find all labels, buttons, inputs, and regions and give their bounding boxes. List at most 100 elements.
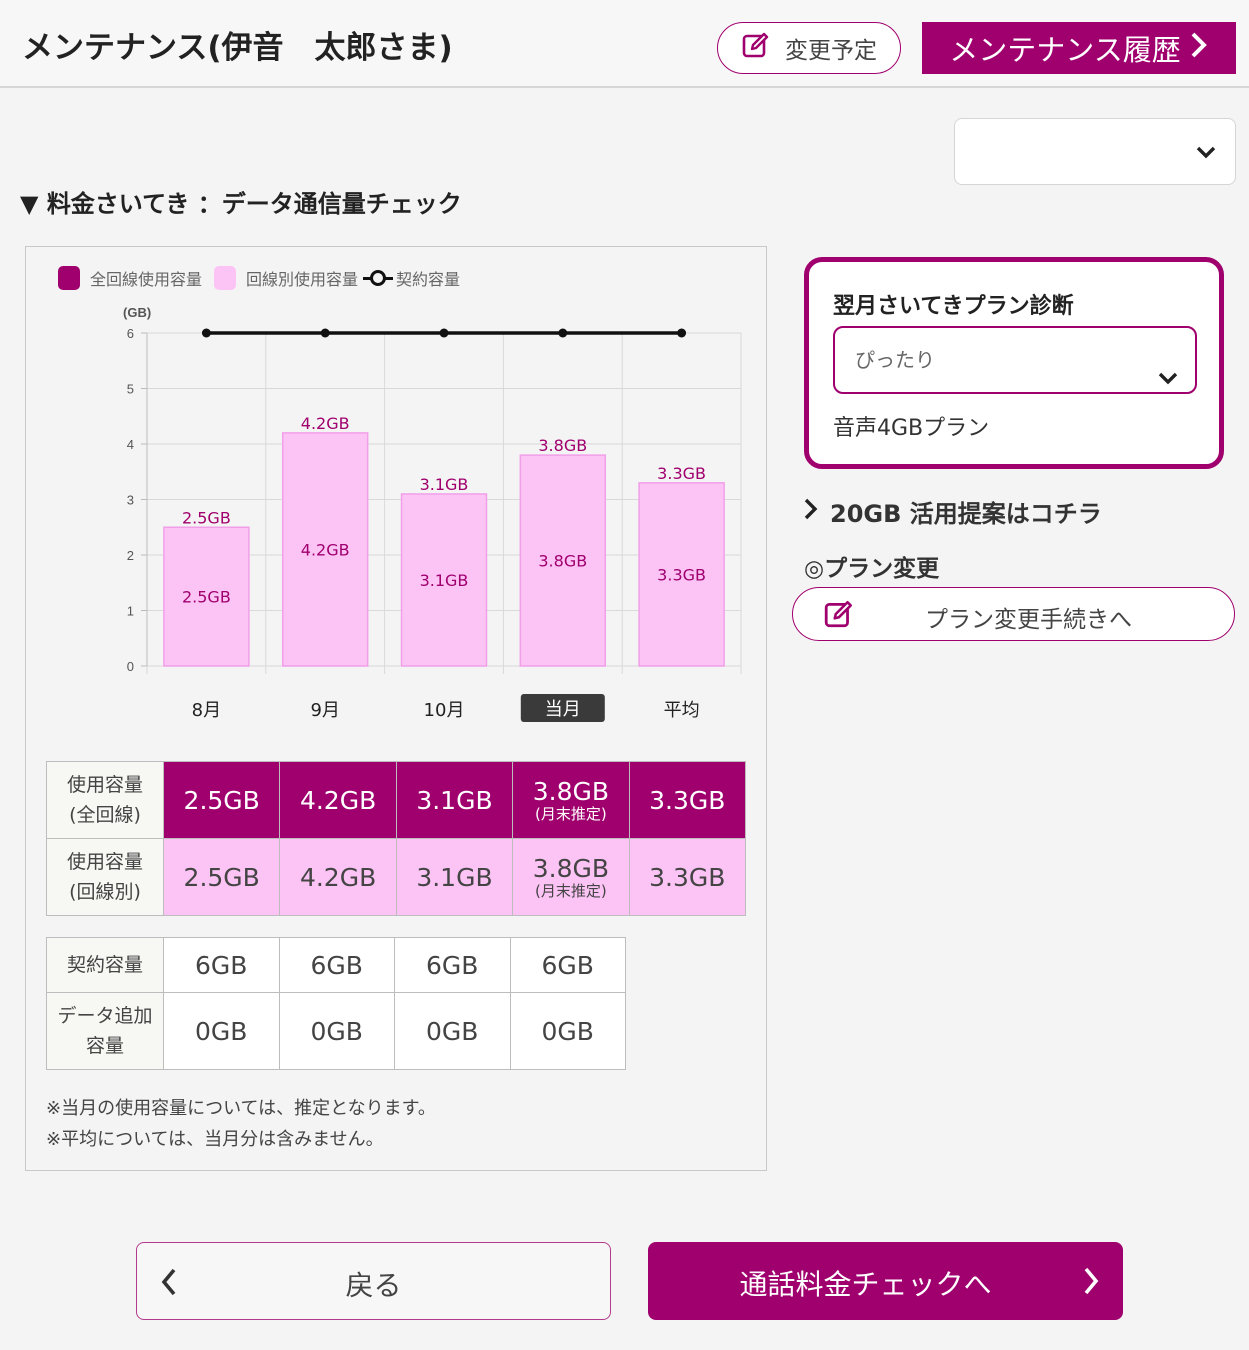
row-head-all-lines: 使用容量 (全回線) (46, 761, 164, 839)
maintenance-history-label: メンテナンス履歴 (949, 33, 1181, 67)
x-category-label: 当月 (545, 699, 581, 720)
row-head-contract: 契約容量 (46, 937, 164, 993)
contract-aug: 6GB (163, 937, 280, 993)
contract-point (439, 328, 449, 338)
row-head-line2: (回線別) (69, 881, 141, 903)
call-charge-check-button[interactable]: 通話料金チェックへ (648, 1242, 1123, 1320)
legend-label-per-line: 回線別使用容量 (246, 270, 359, 289)
usage-all-oct: 3.1GB (395, 761, 514, 839)
legend-swatch-all (58, 266, 80, 290)
suggest-20gb-label: 20GB 活用提案はコチラ (830, 500, 1102, 528)
usage-all-current: 3.8GB (月末推定) (512, 761, 630, 839)
row-head-line1: 使用容量 (66, 851, 143, 873)
row-head-per-line: 使用容量 (回線別) (46, 838, 164, 916)
legend-label-contract: 契約容量 (396, 270, 461, 289)
diagnosis-title: 翌月さいてきプラン診断 (833, 294, 1074, 319)
plan-change-procedure-label: プラン変更手続きへ (925, 607, 1132, 633)
usage-table: 使用容量 (全回線) 2.5GB 4.2GB 3.1GB 3.8GB (月末推定… (46, 761, 747, 916)
addition-aug: 0GB (163, 992, 280, 1070)
bar-inner-label: 3.3GB (657, 565, 706, 584)
edit-icon (823, 598, 855, 636)
diagnosis-select[interactable]: ぴったり (833, 326, 1197, 394)
y-tick-label: 5 (127, 382, 134, 397)
table-row-data-addition: データ追加 容量 0GB 0GB 0GB 0GB (46, 992, 626, 1070)
page-title: メンテナンス(伊音 太郎さま) (22, 30, 453, 66)
diagnosis-select-value: ぴったり (855, 348, 935, 372)
usage-line-current: 3.8GB (月末推定) (512, 838, 630, 916)
bar-top-label: 4.2GB (301, 414, 350, 433)
chevron-right-icon (804, 498, 818, 526)
usage-line-current-value: 3.8GB (532, 854, 610, 883)
back-label: 戻る (345, 1269, 402, 1302)
y-tick-label: 0 (127, 659, 134, 674)
section-heading[interactable]: ▼ 料金さいてき ：データ通信量チェック (20, 190, 462, 218)
estimate-note: (月末推定) (535, 805, 607, 823)
usage-all-current-value: 3.8GB (532, 777, 610, 806)
contract-oct: 6GB (394, 937, 511, 993)
chevron-down-icon (1195, 141, 1217, 167)
addition-oct: 0GB (394, 992, 511, 1070)
legend-per-line[interactable]: 回線別使用容量 (214, 266, 358, 290)
contract-point (677, 328, 687, 338)
change-schedule-label: 変更予定 (785, 38, 877, 64)
table-row-all-lines: 使用容量 (全回線) 2.5GB 4.2GB 3.1GB 3.8GB (月末推定… (46, 761, 747, 839)
bar-per-line (163, 526, 250, 667)
current-month-badge (520, 694, 605, 722)
x-category-label: 10月 (424, 700, 465, 721)
change-schedule-button[interactable]: 変更予定 (717, 22, 901, 74)
maintenance-history-button[interactable]: メンテナンス履歴 (922, 22, 1236, 74)
usage-line-average: 3.3GB (628, 838, 747, 916)
usage-all-sep: 4.2GB (279, 761, 397, 839)
usage-chart: 0 1 2 3 4 5 6 (GB) 2.5GB 2.5GB 4.2GB 4.2GB 3.1GB 3.1G… (123, 305, 742, 722)
month-select[interactable] (954, 118, 1236, 185)
contract-point (320, 328, 330, 338)
usage-line-sep: 4.2GB (279, 838, 397, 916)
contract-point (201, 328, 211, 338)
diagnosis-plan: 音声4GBプラン (833, 416, 990, 441)
bar-per-line (519, 454, 607, 667)
y-axis-unit: (GB) (123, 305, 151, 320)
row-head-line1: 使用容量 (66, 774, 143, 796)
bar-per-line (281, 432, 369, 667)
header-bar: メンテナンス(伊音 太郎さま) 変更予定 メンテナンス履歴 (0, 0, 1249, 88)
bar-per-line (400, 493, 488, 667)
plan-change-procedure-button[interactable]: プラン変更手続きへ (792, 587, 1235, 641)
x-category-label: 9月 (310, 700, 339, 721)
footnotes: ※当月の使用容量については、推定となります。 ※平均については、当月分は含みませ… (46, 1093, 436, 1155)
bar-inner-label: 2.5GB (182, 588, 231, 607)
x-category-label: 8月 (192, 700, 221, 721)
legend-marker-contract (363, 270, 394, 286)
chevron-down-icon (1157, 350, 1179, 414)
chevron-left-icon (159, 1267, 179, 1304)
legend-all-lines[interactable]: 全回線使用容量 (58, 266, 202, 290)
table-row-contract: 契約容量 6GB 6GB 6GB 6GB (46, 937, 626, 993)
legend-label-all: 全回線使用容量 (90, 270, 203, 289)
call-charge-check-label: 通話料金チェックへ (739, 1268, 992, 1301)
chevron-right-icon (1081, 1266, 1101, 1303)
usage-line-aug: 2.5GB (162, 838, 281, 916)
y-tick-label: 2 (127, 548, 134, 563)
addition-sep: 0GB (278, 992, 395, 1070)
chevron-right-icon (1189, 31, 1209, 66)
row-head-line2: 容量 (85, 1035, 124, 1057)
addition-current: 0GB (509, 992, 626, 1070)
y-tick-label: 1 (127, 604, 134, 619)
back-button[interactable]: 戻る (136, 1242, 611, 1320)
usage-line-oct: 3.1GB (395, 838, 514, 916)
bar-top-label: 3.8GB (538, 436, 587, 455)
plan-diagnosis-box: 翌月さいてきプラン診断 ぴったり 音声4GBプラン (804, 257, 1224, 469)
note-average: ※平均については、当月分は含みません。 (46, 1129, 384, 1150)
bar-top-label: 3.1GB (420, 475, 469, 494)
contract-point (558, 328, 568, 338)
bar-top-label: 2.5GB (182, 508, 231, 527)
suggest-20gb-link[interactable]: 20GB 活用提案はコチラ (804, 494, 1102, 529)
row-head-line1: データ追加 (57, 1005, 153, 1027)
legend-contract[interactable]: 契約容量 (363, 266, 461, 290)
table-row-per-line: 使用容量 (回線別) 2.5GB 4.2GB 3.1GB 3.8GB (月末推定… (46, 838, 747, 916)
edit-icon (741, 30, 771, 66)
row-head-line2: (全回線) (69, 804, 141, 826)
y-tick-label: 3 (127, 493, 134, 508)
row-head-data-addition: データ追加 容量 (46, 992, 164, 1070)
bar-top-label: 3.3GB (657, 464, 706, 483)
contract-table: 契約容量 6GB 6GB 6GB 6GB データ追加 容量 0GB 0GB 0G… (46, 937, 626, 1070)
